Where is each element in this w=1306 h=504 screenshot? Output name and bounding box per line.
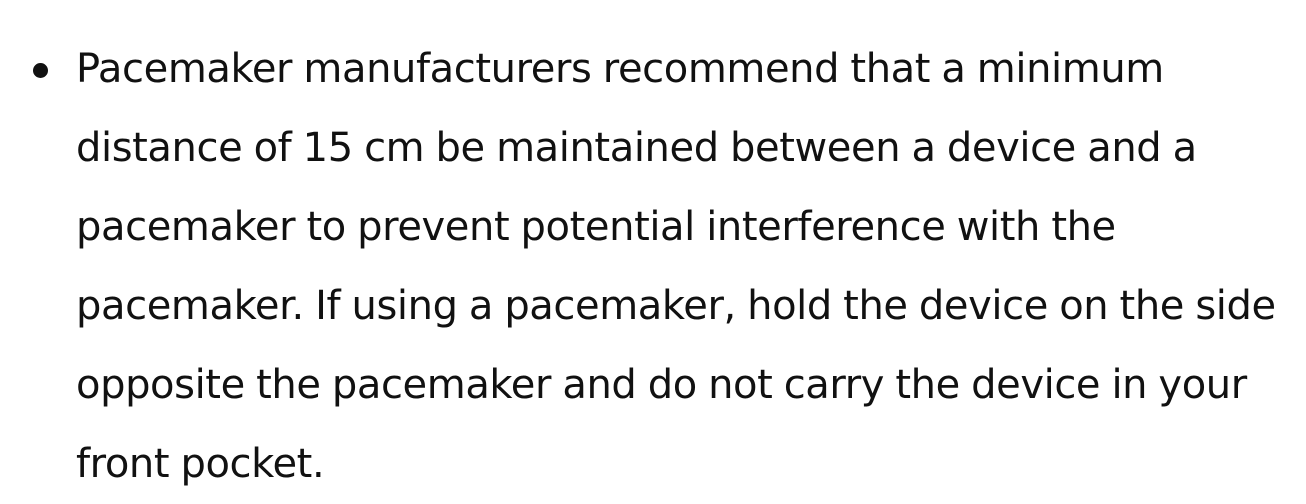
bullet-point-icon — [33, 63, 48, 78]
list-item: Pacemaker manufacturers recommend that a… — [33, 30, 1286, 504]
bullet-text: Pacemaker manufacturers recommend that a… — [76, 46, 1276, 487]
